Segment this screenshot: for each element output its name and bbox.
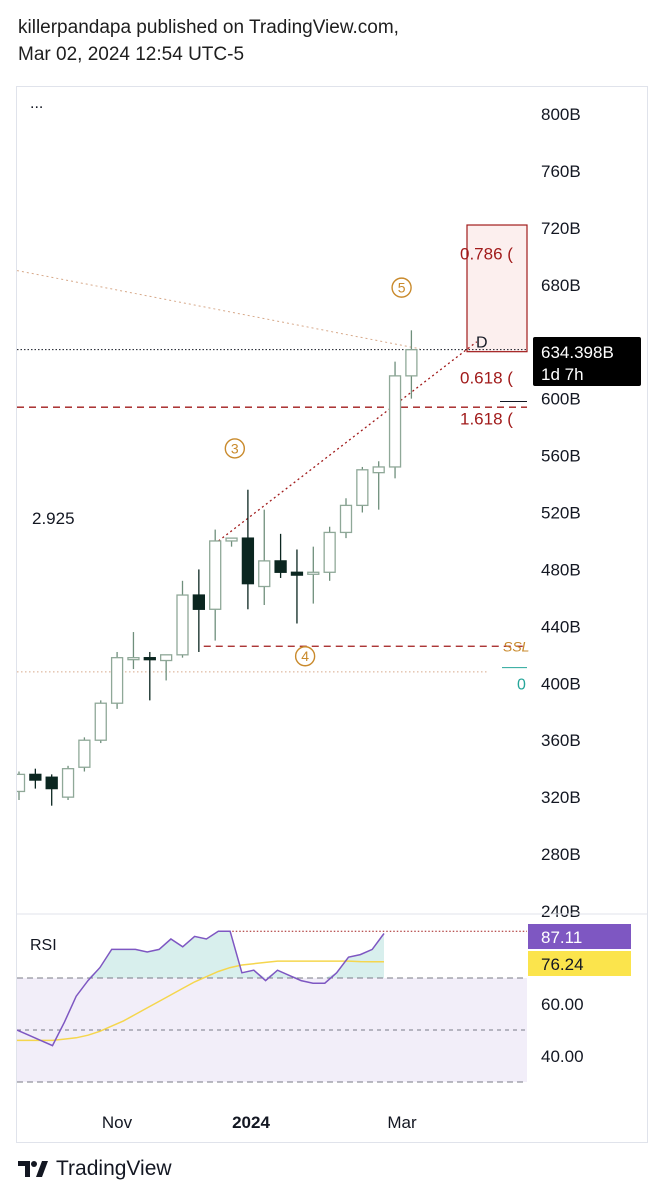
candle bbox=[78, 737, 91, 772]
rsi-value-tag: 87.11 bbox=[528, 924, 631, 949]
teal-level-label: 0 bbox=[517, 676, 526, 693]
candle bbox=[372, 461, 385, 510]
price-tick-label: 800B bbox=[541, 105, 581, 124]
price-axis: 800B 760B 720B 680B 600B 560B 520B 480B 440B 400B… bbox=[541, 105, 581, 921]
candle bbox=[192, 569, 206, 652]
menu-dots[interactable]: ... bbox=[30, 95, 43, 112]
rsi-value: 87.11 bbox=[541, 928, 582, 947]
ssl-label: SSL bbox=[503, 638, 529, 654]
fib-level-label: 1.618 ( bbox=[460, 410, 513, 429]
chart-canvas[interactable]: ... 800B 760B 720B 680B 600B 560B 520B 480B 440B… bbox=[0, 0, 665, 1150]
candle bbox=[241, 489, 255, 610]
rsi-line bbox=[17, 930, 385, 1047]
candle bbox=[388, 361, 402, 479]
candles bbox=[17, 330, 418, 806]
price-tick-label: 520B bbox=[541, 504, 581, 523]
rsi-ma-line bbox=[17, 960, 384, 1042]
candle bbox=[323, 526, 336, 581]
candle bbox=[209, 529, 222, 641]
wave-label: 5 bbox=[391, 277, 412, 298]
svg-text:5: 5 bbox=[398, 280, 406, 296]
rsi-title: RSI bbox=[30, 937, 57, 954]
candle bbox=[225, 537, 238, 547]
candle bbox=[143, 651, 156, 701]
price-tick-label: 480B bbox=[541, 560, 581, 579]
wave-labels: 3 4 5 bbox=[224, 277, 412, 667]
price-tick-label: 240B bbox=[541, 902, 581, 921]
trend-line-rising bbox=[218, 341, 478, 542]
dashed-levels bbox=[17, 400, 527, 647]
candle bbox=[405, 330, 418, 399]
candle bbox=[94, 700, 107, 744]
wave-label: 3 bbox=[224, 438, 246, 459]
time-tick-label: Nov bbox=[102, 1113, 133, 1132]
candle bbox=[159, 654, 173, 681]
publish-line-date: Mar 02, 2024 12:54 UTC-5 bbox=[18, 44, 245, 65]
rsi-tick-label: 60.00 bbox=[541, 995, 584, 1014]
candle bbox=[339, 498, 353, 539]
chart-frame bbox=[16, 86, 648, 1143]
candle bbox=[17, 771, 26, 800]
candle bbox=[274, 533, 287, 578]
candle bbox=[29, 768, 42, 789]
rsi-levels bbox=[17, 977, 527, 1083]
trend-line-upper bbox=[17, 270, 421, 350]
rsi-ma-value: 76.24 bbox=[541, 955, 584, 974]
price-tick-label: 400B bbox=[541, 674, 581, 693]
fib-target-box bbox=[466, 224, 528, 353]
bar-countdown: 1d 7h bbox=[541, 365, 584, 384]
wave-label: 4 bbox=[294, 646, 316, 667]
price-tick-label: 440B bbox=[541, 617, 581, 636]
candle bbox=[176, 580, 189, 658]
rsi-ma-tag: 76.24 bbox=[528, 951, 631, 976]
candle bbox=[127, 632, 140, 670]
candle bbox=[110, 651, 124, 709]
price-tick-label: 680B bbox=[541, 276, 581, 295]
rsi-tick-label: 40.00 bbox=[541, 1047, 584, 1066]
price-tick-label: 760B bbox=[541, 162, 581, 181]
price-tick-label: 560B bbox=[541, 447, 581, 466]
candle bbox=[356, 466, 369, 513]
time-tick-label: 2024 bbox=[232, 1113, 270, 1132]
footer-brand: TradingView bbox=[56, 1157, 172, 1180]
fib-labels: 0.786 ( 0.618 ( 1.618 ( bbox=[460, 244, 513, 428]
publish-line-author: killerpandapa published on TradingView.c… bbox=[18, 17, 399, 38]
fib-level-label: 0.786 ( bbox=[460, 244, 513, 263]
candle bbox=[290, 549, 304, 624]
rsi-overbought-fill bbox=[17, 931, 384, 978]
current-price-tag: 634.398B 1d 7h bbox=[533, 337, 641, 386]
price-tick-label: 280B bbox=[541, 845, 581, 864]
price-tick-label: 360B bbox=[541, 731, 581, 750]
candle bbox=[61, 765, 75, 800]
time-axis: Nov 2024 Mar bbox=[102, 1113, 417, 1132]
candle bbox=[307, 546, 320, 604]
left-value-label: 2.925 bbox=[32, 509, 75, 528]
time-tick-label: Mar bbox=[387, 1113, 417, 1132]
price-tick-label: 600B bbox=[541, 390, 581, 409]
price-tick-label: 320B bbox=[541, 788, 581, 807]
svg-text:4: 4 bbox=[301, 648, 309, 664]
candle bbox=[45, 774, 58, 806]
footer: TradingView bbox=[18, 1157, 172, 1181]
rsi-axis: 60.00 40.00 bbox=[541, 995, 584, 1066]
fib-level-label: 0.618 ( bbox=[460, 368, 513, 387]
svg-text:3: 3 bbox=[231, 440, 239, 456]
price-tick-label: 720B bbox=[541, 219, 581, 238]
publish-header: killerpandapa published on TradingView.c… bbox=[18, 14, 399, 68]
current-price-value: 634.398B bbox=[541, 343, 614, 362]
point-d-label: D bbox=[476, 335, 488, 352]
candle bbox=[258, 509, 271, 606]
tradingview-logo-icon bbox=[18, 1161, 48, 1177]
